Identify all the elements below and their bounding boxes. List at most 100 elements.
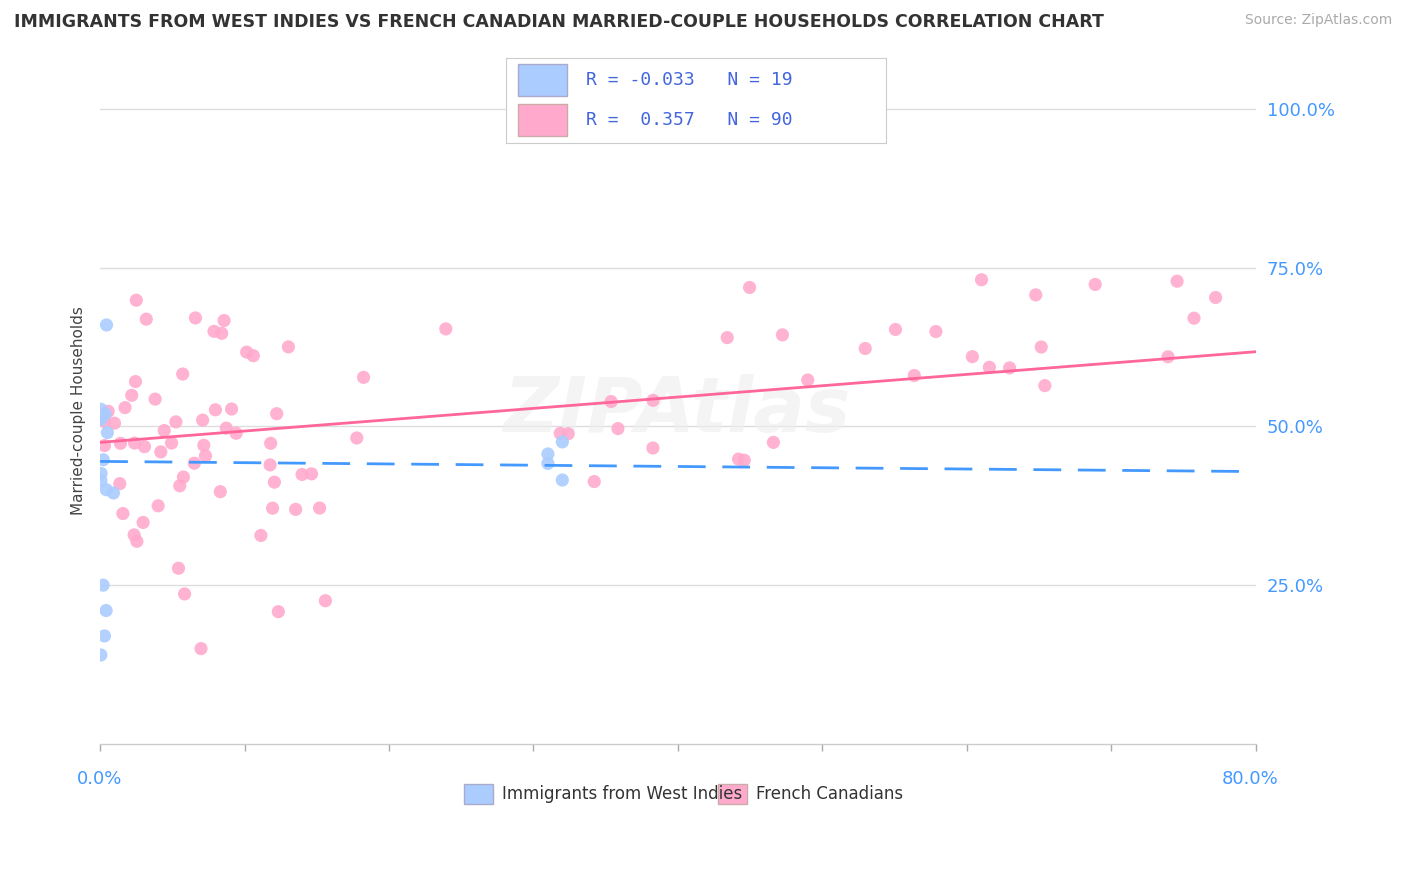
Point [134,440,156,454]
Point [263,475,285,490]
Point [607,421,630,435]
Point [121,388,143,402]
Point [97,404,120,418]
Point [184,310,207,325]
Point [250,528,273,542]
Point [308,501,330,516]
Point [796,373,818,387]
Point [149,445,172,459]
Point [146,499,169,513]
Y-axis label: Married-couple Households: Married-couple Households [72,306,86,515]
Point [727,452,749,467]
Text: R = -0.033   N = 19: R = -0.033 N = 19 [586,70,793,88]
Text: Source: ZipAtlas.com: Source: ZipAtlas.com [1244,13,1392,28]
Point [762,435,785,450]
Point [1031,340,1053,354]
Point [641,441,664,455]
Point [557,426,579,441]
Point [172,367,194,381]
Point [1025,288,1047,302]
Point [551,434,574,449]
Point [925,325,948,339]
Point [169,479,191,493]
Point [111,507,134,521]
Point [122,528,145,542]
Text: Immigrants from West Indies: Immigrants from West Indies [502,785,742,803]
Point [91,578,114,592]
Point [209,484,232,499]
Point [125,534,148,549]
Point [225,426,247,441]
Point [221,402,243,417]
Point [215,421,238,435]
Point [260,436,283,450]
Point [173,587,195,601]
Point [91,452,114,467]
Point [277,340,299,354]
Point [346,431,368,445]
Point [183,456,205,470]
Point [235,345,257,359]
Text: 80.0%: 80.0% [1222,771,1279,789]
Point [314,593,336,607]
Point [600,394,623,409]
Point [262,501,284,516]
Point [537,456,560,470]
Point [108,476,131,491]
Point [903,368,925,383]
Point [733,453,755,467]
Point [267,605,290,619]
Point [167,561,190,575]
Point [884,322,907,336]
Point [551,473,574,487]
Point [202,324,225,338]
Point [301,467,323,481]
Point [190,641,212,656]
FancyBboxPatch shape [517,103,567,136]
Text: IMMIGRANTS FROM WEST INDIES VS FRENCH CANADIAN MARRIED-COUPLE HOUSEHOLDS CORRELA: IMMIGRANTS FROM WEST INDIES VS FRENCH CA… [14,13,1104,31]
Point [211,326,233,341]
Text: French Canadians: French Canadians [756,785,904,803]
Point [165,415,187,429]
Point [94,407,117,421]
Point [716,330,738,344]
Point [738,280,761,294]
Point [962,350,984,364]
Point [153,424,176,438]
Point [96,318,118,332]
Point [114,401,136,415]
Point [93,439,115,453]
Point [90,402,112,417]
Point [90,467,112,481]
Point [96,483,118,497]
Point [1205,291,1227,305]
Point [93,415,115,429]
Point [998,360,1021,375]
Point [212,313,235,327]
Point [124,436,146,450]
Point [90,474,112,488]
Point [125,293,148,308]
Point [103,486,125,500]
Point [204,402,226,417]
Point [1157,350,1180,364]
Point [979,360,1001,375]
Point [193,438,215,452]
Point [172,470,194,484]
Point [434,322,457,336]
Point [641,393,664,408]
Point [96,425,118,440]
Point [103,416,125,430]
Point [160,436,183,450]
Point [135,312,157,326]
Text: R =  0.357   N = 90: R = 0.357 N = 90 [586,111,793,128]
Point [93,629,115,643]
Point [583,475,606,489]
Point [291,467,314,482]
Point [94,603,117,617]
Point [242,349,264,363]
Point [132,516,155,530]
Point [284,502,307,516]
Point [1182,311,1205,326]
FancyBboxPatch shape [517,64,567,96]
